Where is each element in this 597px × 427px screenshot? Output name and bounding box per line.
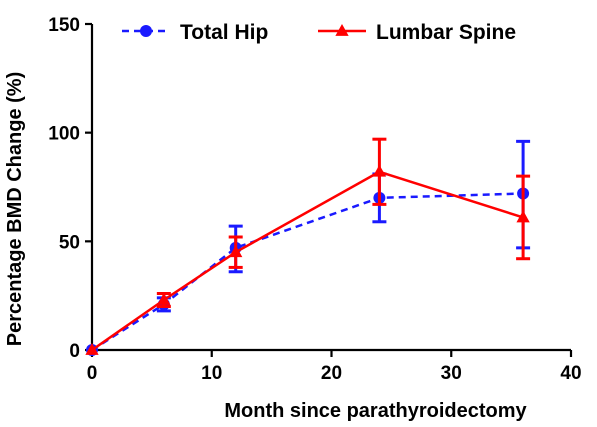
legend-item-lumbar-spine: Lumbar Spine [318,21,516,44]
series-line [91,170,524,352]
data-point [229,245,243,258]
data-point [157,293,171,305]
data-point [516,210,530,223]
legend: Total Hip Lumbar Spine [122,21,516,44]
series-total-hip [86,139,531,356]
data-point [372,164,387,177]
series-line [91,192,524,352]
legend-item-total-hip: Total Hip [122,21,268,44]
x-tick-label: 20 [321,363,342,384]
series-lumbar-spine [85,137,531,355]
y-tick-label: 50 [59,232,80,253]
x-tick-label: 0 [87,363,98,384]
legend-label: Total Hip [180,21,268,44]
x-tick-label: 40 [560,363,581,384]
x-tick-label: 10 [201,363,222,384]
plot-area [85,137,531,356]
y-axis-title: Percentage BMD Change (%) [4,72,26,347]
legend-marker [335,24,349,36]
y-tick-label: 0 [69,341,80,362]
y-tick-label: 100 [48,124,80,145]
x-axis-title: Month since parathyroidectomy [224,400,527,422]
data-point [85,343,99,355]
y-tick-label: 150 [48,15,80,36]
axes: 0 50 100 150 0 10 20 30 40 [48,15,581,384]
x-tick-label: 30 [441,363,462,384]
legend-label: Lumbar Spine [376,21,516,44]
legend-marker [140,25,152,37]
